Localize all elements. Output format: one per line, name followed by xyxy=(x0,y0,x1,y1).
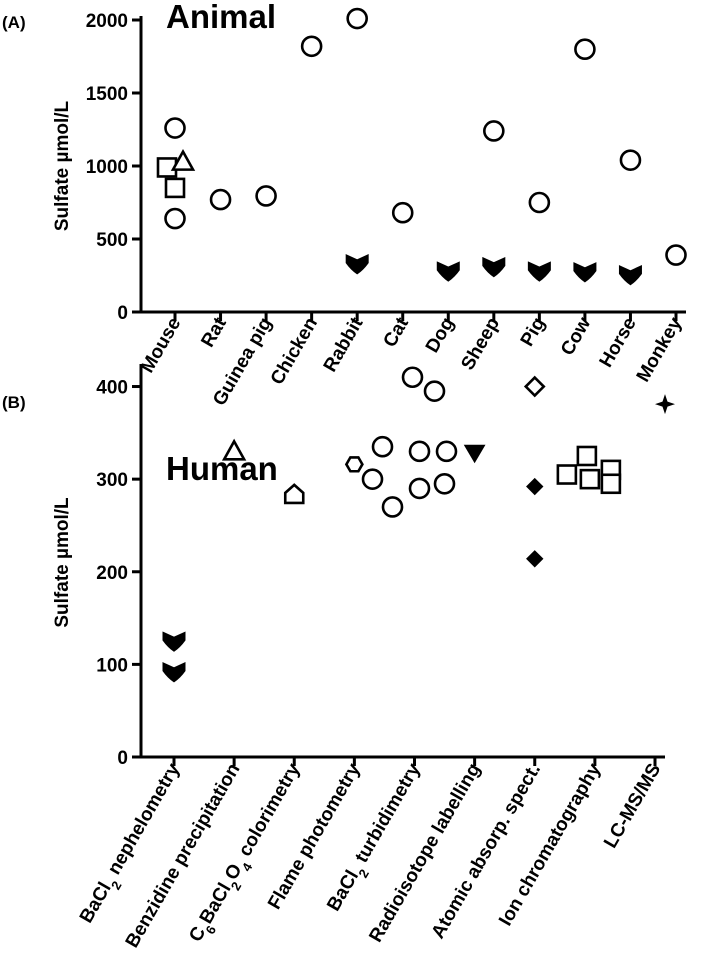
data-point-circle xyxy=(381,496,404,518)
data-point-star4 xyxy=(655,394,675,415)
x-tick-label: Radioisotope labelling xyxy=(365,760,485,946)
data-point-hexagon xyxy=(344,456,364,473)
x-tick-label: BaCl2 nephelometry xyxy=(76,760,189,930)
panel-label: (B) xyxy=(2,393,26,412)
x-tick-label: Monkey xyxy=(633,314,687,386)
x-tick-label: Benzidine precipitation xyxy=(122,760,245,952)
data-point-heart xyxy=(345,254,369,275)
x-tick-label: Rat xyxy=(197,313,231,351)
y-tick-label: 300 xyxy=(96,470,128,491)
x-tick-label: Pig xyxy=(517,314,550,350)
x-tick-label: Dog xyxy=(422,314,459,356)
y-tick-label: 200 xyxy=(96,563,128,584)
panel-b: (B) Human 0 100 200 300 400 Sulfate µmol/L BaCl2… xyxy=(2,364,675,952)
x-tick-label: Atomic absorp. spect. xyxy=(428,760,545,942)
data-point-square xyxy=(164,177,186,199)
data-point-circle xyxy=(164,207,186,230)
data-point-square xyxy=(600,473,622,495)
data-point-heart xyxy=(436,261,460,282)
data-point-triangle xyxy=(170,148,196,171)
data-point-circle xyxy=(346,7,368,30)
y-tick-label: 1000 xyxy=(86,157,128,178)
data-point-triangle-down xyxy=(463,444,486,464)
chart-title: Human xyxy=(166,450,278,487)
data-point-circle xyxy=(433,472,456,495)
x-tick-label: Cow xyxy=(557,314,595,359)
y-tick-label: 1500 xyxy=(86,84,128,105)
data-point-heart xyxy=(618,264,642,286)
x-tick-label: Horse xyxy=(596,314,641,371)
data-point-circle xyxy=(401,366,424,389)
y-tick-label: 400 xyxy=(96,378,128,399)
data-point-circle xyxy=(361,468,384,490)
x-tick-label: C6BaCl2O4 colorimetry xyxy=(185,760,309,949)
data-point-circle xyxy=(435,440,458,463)
data-point-square xyxy=(579,468,601,490)
panel-label: (A) xyxy=(2,13,26,32)
data-point-diamond xyxy=(526,550,544,568)
y-tick-label: 0 xyxy=(117,303,128,324)
data-point-circle xyxy=(255,185,277,207)
data-point-circle xyxy=(665,244,687,266)
data-point-heart xyxy=(162,631,186,652)
data-point-circle xyxy=(209,188,232,211)
y-axis-label: Sulfate µmol/L xyxy=(52,497,73,628)
x-tick-label: Cat xyxy=(380,313,414,351)
data-point-heart xyxy=(573,262,597,283)
x-tick-label: Mouse xyxy=(137,314,185,377)
data-point-pentagon xyxy=(283,483,305,505)
data-point-circle xyxy=(483,120,505,142)
data-point-circle xyxy=(164,117,186,139)
panel-a: (A) Animal 0 500 1000 1500 2000 Sulfate µmol/L M… xyxy=(2,0,687,410)
data-point-square xyxy=(556,464,578,485)
y-tick-label: 0 xyxy=(117,748,128,769)
x-tick-label: Rabbit xyxy=(320,313,368,375)
data-point-circle xyxy=(574,38,596,61)
data-point-circle xyxy=(528,191,551,214)
data-point-circle xyxy=(300,35,323,58)
data-point-circle xyxy=(619,149,642,171)
data-point-circle xyxy=(391,201,414,224)
data-point-diamond xyxy=(526,477,544,496)
chart-title: Animal xyxy=(166,0,276,35)
x-tick-label: LC-MS/MS xyxy=(600,760,665,852)
data-point-diamond-open xyxy=(523,375,546,398)
data-point-heart xyxy=(527,261,551,282)
data-point-heart xyxy=(482,256,506,278)
data-point-heart xyxy=(162,662,186,683)
data-point-circle xyxy=(408,477,431,500)
data-point-triangle xyxy=(221,438,247,461)
y-tick-label: 500 xyxy=(96,230,128,251)
y-tick-label: 2000 xyxy=(86,11,128,32)
y-axis-label: Sulfate µmol/L xyxy=(52,100,73,231)
x-tick-label: Sheep xyxy=(457,314,504,374)
data-point-square xyxy=(576,445,598,467)
data-point-circle xyxy=(408,440,431,463)
y-tick-label: 100 xyxy=(96,655,128,676)
data-point-circle xyxy=(423,380,446,402)
data-point-circle xyxy=(371,435,394,458)
